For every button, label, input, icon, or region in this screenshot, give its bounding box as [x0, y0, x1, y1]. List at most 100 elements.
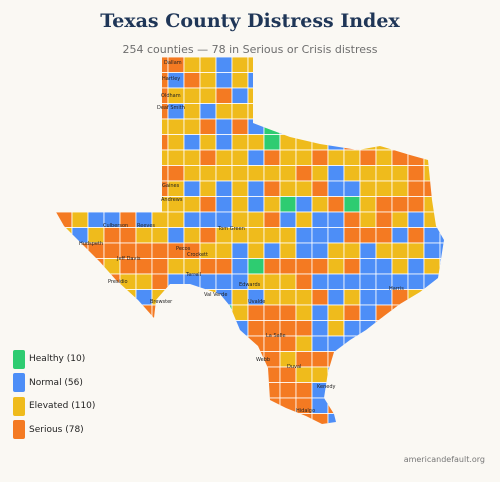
county-cell [151, 335, 169, 352]
county-cell [439, 382, 444, 399]
county-cell [151, 227, 169, 244]
county-cell [103, 320, 121, 337]
county-cell [391, 134, 409, 151]
county-cell [167, 258, 185, 275]
county-cell [423, 366, 441, 383]
county-cell [263, 397, 281, 414]
county-cell [279, 149, 297, 166]
county-cell [167, 366, 185, 383]
county-cell [407, 242, 425, 259]
county-label: Val Verde [204, 292, 227, 298]
county-cell [199, 351, 217, 368]
county-cell [135, 87, 153, 104]
county-cell [295, 87, 313, 104]
county-cell [135, 196, 153, 213]
county-cell [56, 118, 73, 135]
county-cell [103, 289, 121, 306]
county-cell [279, 242, 297, 259]
county-cell [183, 382, 201, 399]
county-cell [199, 118, 217, 135]
county-cell [423, 72, 441, 89]
county-cell [167, 335, 185, 352]
county-cell [263, 289, 281, 306]
county-cell [375, 258, 393, 275]
county-cell [199, 397, 217, 414]
county-cell [343, 304, 361, 321]
county-cell [135, 351, 153, 368]
county-cell [311, 351, 329, 368]
county-cell [151, 273, 169, 290]
county-cell [407, 103, 425, 120]
county-cell [359, 87, 377, 104]
county-cell [279, 258, 297, 275]
county-cell [231, 304, 249, 321]
county-cell [183, 227, 201, 244]
county-cell [167, 304, 185, 321]
county-cell [311, 57, 329, 73]
county-cell [279, 397, 297, 414]
legend-swatch [13, 420, 25, 439]
county-cell [343, 87, 361, 104]
county-cell [439, 304, 444, 321]
county-cell [231, 242, 249, 259]
county-cell [343, 397, 361, 414]
county-cell [279, 273, 297, 290]
county-cell [71, 180, 89, 197]
county-cell [119, 351, 137, 368]
county-cell [167, 351, 185, 368]
county-cell [359, 304, 377, 321]
county-cell [119, 165, 137, 182]
county-cell [87, 118, 105, 135]
county-cell [423, 103, 441, 120]
county-cell [119, 335, 137, 352]
county-cell [183, 211, 201, 228]
county-cell [391, 413, 409, 424]
county-cell [215, 273, 233, 290]
county-cell [199, 103, 217, 120]
county-cell [407, 57, 425, 73]
county-cell [327, 413, 345, 424]
county-cell [423, 87, 441, 104]
county-cell [391, 72, 409, 89]
county-cell [263, 57, 281, 73]
county-cell [391, 165, 409, 182]
county-cell [375, 227, 393, 244]
county-cell [407, 320, 425, 337]
county-cell [135, 103, 153, 120]
county-cell [279, 118, 297, 135]
county-cell [407, 72, 425, 89]
county-cell [135, 382, 153, 399]
county-cell [247, 165, 265, 182]
county-cell [327, 134, 345, 151]
county-cell [87, 180, 105, 197]
county-cell [119, 57, 137, 73]
legend-label: Healthy (10) [29, 354, 86, 364]
county-label: Hidalgo [296, 408, 315, 414]
county-cell [327, 335, 345, 352]
county-cell [103, 351, 121, 368]
county-cell [103, 180, 121, 197]
county-cell [263, 180, 281, 197]
county-cell [56, 87, 73, 104]
county-cell [423, 304, 441, 321]
county-cell [359, 72, 377, 89]
county-cell [199, 273, 217, 290]
county-cell [71, 72, 89, 89]
county-cell [71, 134, 89, 151]
county-cell [311, 165, 329, 182]
county-cell [295, 320, 313, 337]
county-cell [407, 304, 425, 321]
county-cell [375, 304, 393, 321]
county-cell [423, 211, 441, 228]
legend-item-normal: Normal (56) [13, 373, 95, 393]
county-label: Webb [256, 357, 270, 363]
county-cell [199, 258, 217, 275]
county-cell [359, 211, 377, 228]
county-cell [359, 413, 377, 424]
county-cell [439, 242, 444, 259]
county-cell [359, 335, 377, 352]
county-cell [375, 397, 393, 414]
county-cell [375, 196, 393, 213]
county-cell [183, 289, 201, 306]
county-cell [359, 165, 377, 182]
